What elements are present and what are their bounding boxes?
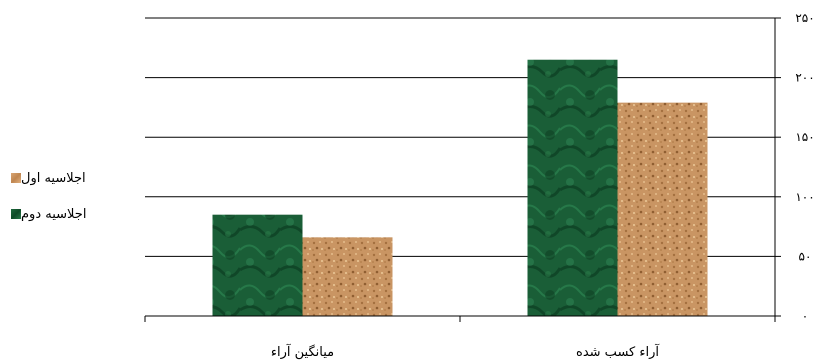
y-tick-label: ۱۰۰ (795, 190, 814, 204)
bars (212, 59, 708, 316)
y-tick-labels: ۰ ۵۰ ۱۰۰ ۱۵۰ ۲۰۰ ۲۵۰ (795, 11, 814, 323)
legend-item-series-0: اجلاسیه دوم (8, 204, 138, 224)
legend-swatch-tan (11, 173, 21, 183)
legend: اجلاسیه اول اجلاسیه دوم (8, 168, 138, 240)
legend-label-series-1: اجلاسیه اول (21, 170, 86, 186)
legend-label-series-0: اجلاسیه دوم (21, 206, 87, 222)
legend-item-series-1: اجلاسیه اول (8, 168, 138, 188)
x-category-labels: میانگین آراء آراء کسب شده (271, 343, 660, 360)
bar-series-1st (617, 102, 708, 316)
y-tick-label: ۵۰ (799, 249, 812, 263)
y-tick-label: ۲۵۰ (795, 11, 814, 25)
y-tick-label: ۱۵۰ (795, 130, 814, 144)
y-tick-label: ۰ (802, 309, 808, 323)
x-category-label: آراء کسب شده (576, 343, 660, 360)
bar-series-2nd (527, 59, 618, 316)
axes (144, 17, 781, 322)
bar-series-1st (302, 237, 393, 316)
bar-series-2nd (212, 214, 303, 316)
y-tick-label: ۲۰۰ (795, 71, 814, 85)
x-category-label: میانگین آراء (271, 343, 334, 360)
legend-swatch-green (11, 209, 21, 219)
